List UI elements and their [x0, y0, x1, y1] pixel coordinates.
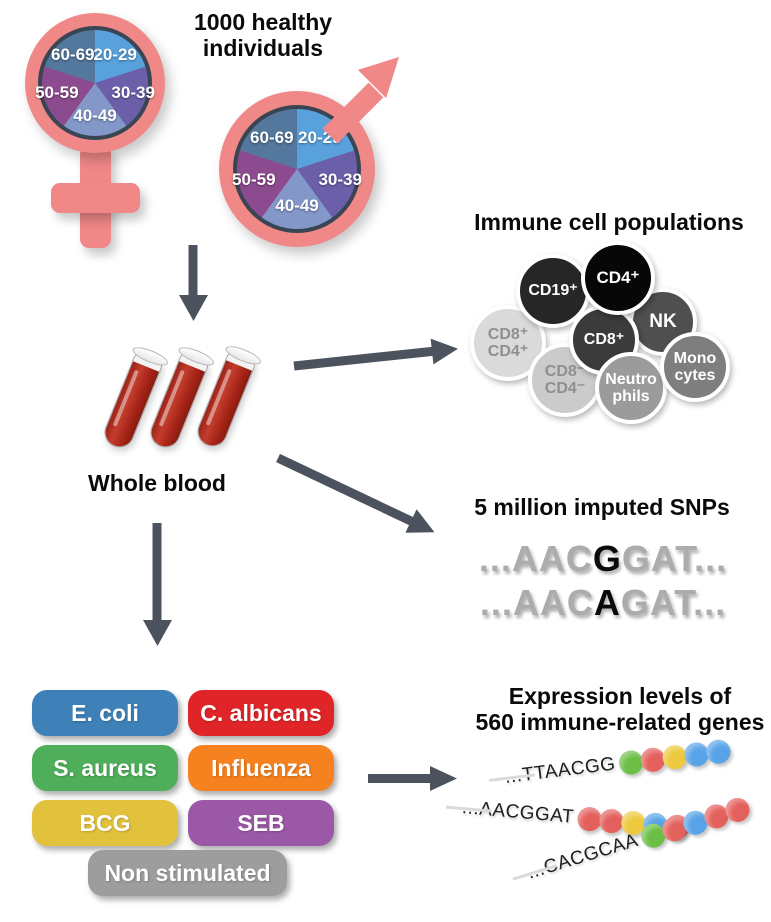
- expression-dot: [705, 738, 733, 766]
- cell-neutrophils: Neutro phils: [595, 352, 667, 424]
- male-age-label-30-39: 30-39: [318, 169, 362, 189]
- snp-prefix: ...AAC: [478, 538, 593, 579]
- arrow-blood-to-stimuli-icon: [143, 523, 172, 646]
- stimulus-non-stimulated: Non stimulated: [88, 850, 287, 896]
- male-age-pie: 20-29 30-39 40-49 50-59 60-69: [232, 105, 362, 233]
- cell-cd4: CD4⁺: [581, 241, 655, 315]
- gene-sequence: ...AACGGAT: [461, 797, 575, 828]
- gene-sequence: ...TTAACGG: [503, 753, 617, 788]
- female-age-label-20-29: 20-29: [93, 45, 137, 65]
- female-age-label-50-59: 50-59: [35, 82, 79, 102]
- cell-label: CD8⁺: [583, 331, 625, 349]
- cell-label: Neutro phils: [605, 370, 657, 405]
- main-title-line1: 1000 healthy: [193, 9, 333, 35]
- stimulus-influenza: Influenza: [188, 745, 334, 791]
- stimulus-saureus: S. aureus: [32, 745, 178, 791]
- female-cross-bar: [51, 183, 140, 213]
- cell-label: CD19⁺: [528, 282, 578, 300]
- snp-prefix: ...AAC: [479, 582, 594, 623]
- snp-suffix: GAT...: [621, 538, 728, 579]
- expression-row-1: ...TTAACGG: [488, 738, 733, 790]
- male-age-label-20-29: 20-29: [298, 127, 342, 147]
- arrow-individuals-to-blood-icon: [179, 245, 208, 321]
- female-age-label-30-39: 30-39: [111, 82, 155, 102]
- male-age-label-40-49: 40-49: [275, 196, 319, 216]
- female-age-pie: 20-29 30-39 40-49 50-59 60-69: [35, 26, 155, 140]
- expression-title-line2: 560 immune-related genes: [475, 709, 765, 735]
- cell-label: CD4⁺: [596, 267, 640, 287]
- stimulus-ecoli: E. coli: [32, 690, 178, 736]
- snps-title: 5 million imputed SNPs: [474, 494, 730, 520]
- expression-title: Expression levels of 560 immune-related …: [470, 683, 770, 735]
- immune-cells-title: Immune cell populations: [474, 209, 744, 235]
- stimulus-calbicans: C. albicans: [188, 690, 334, 736]
- snp-suffix: GAT...: [620, 582, 727, 623]
- snp-variant-letter: A: [593, 582, 621, 623]
- cell-cd8: CD8⁺: [569, 305, 639, 375]
- female-age-label-40-49: 40-49: [73, 105, 117, 125]
- arrow-stimuli-to-expression-icon: [368, 766, 457, 791]
- main-title: 1000 healthy individuals: [156, 9, 370, 61]
- male-age-label-60-69: 60-69: [250, 127, 294, 147]
- cell-monocytes: Mono cytes: [660, 332, 730, 402]
- cell-label: CD8⁻ CD4⁻: [544, 362, 586, 397]
- cell-label: NK: [649, 310, 677, 332]
- gene-sequence: ...CACGCAA: [524, 829, 641, 884]
- main-title-line2: individuals: [202, 35, 324, 61]
- cell-label: CD8⁺ CD4⁺: [487, 325, 529, 360]
- snp-variant-letter: G: [592, 538, 622, 579]
- cell-label: Mono cytes: [673, 349, 717, 384]
- snp-sequence-reference: ...AACGGAT...: [453, 538, 753, 580]
- arrow-blood-to-cells-icon: [293, 338, 458, 371]
- expression-title-line1: Expression levels of: [508, 683, 732, 709]
- arrow-blood-to-snps-icon: [276, 453, 435, 533]
- snp-sequence-alternate: ...AACAGAT...: [453, 582, 753, 624]
- whole-blood-label: Whole blood: [88, 470, 226, 496]
- stimulus-seb: SEB: [188, 800, 334, 846]
- stimulus-bcg: BCG: [32, 800, 178, 846]
- female-age-label-60-69: 60-69: [50, 45, 95, 65]
- male-age-label-50-59: 50-59: [232, 169, 276, 189]
